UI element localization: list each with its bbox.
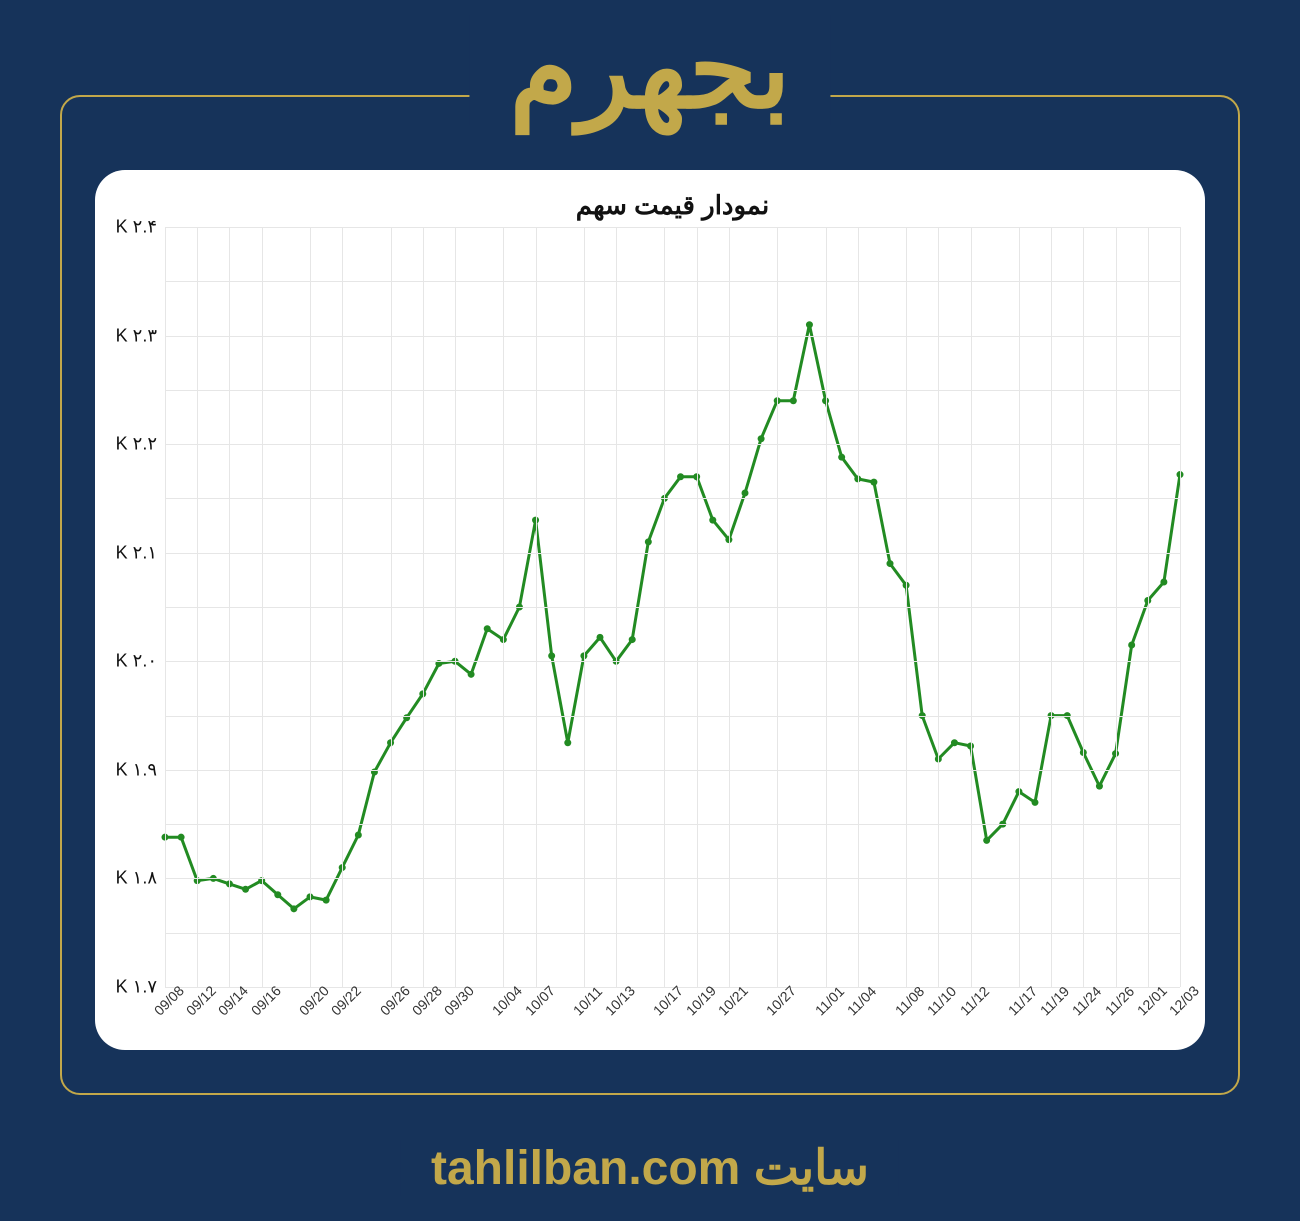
data-point — [838, 454, 845, 461]
gridline-horizontal-minor — [165, 498, 1180, 499]
gridline-horizontal — [165, 553, 1180, 554]
gridline-horizontal-minor — [165, 716, 1180, 717]
data-point — [951, 739, 958, 746]
data-point — [790, 397, 797, 404]
price-line — [165, 325, 1180, 909]
gridline-vertical — [423, 227, 424, 987]
data-point — [290, 905, 297, 912]
x-axis-label: 11/08 — [892, 983, 927, 1018]
page-title: بجهرم — [469, 15, 830, 125]
gridline-vertical — [616, 227, 617, 987]
data-point — [677, 473, 684, 480]
data-point — [178, 834, 185, 841]
gridline-vertical — [1116, 227, 1117, 987]
data-point — [1032, 799, 1039, 806]
y-axis-label: ۲.۱ K — [116, 542, 157, 563]
gridline-horizontal-minor — [165, 607, 1180, 608]
gridline-vertical — [536, 227, 537, 987]
gridline-vertical — [729, 227, 730, 987]
gridline-horizontal-minor — [165, 824, 1180, 825]
data-point — [870, 479, 877, 486]
data-point — [274, 891, 281, 898]
gridline-vertical — [455, 227, 456, 987]
gridline-vertical — [1083, 227, 1084, 987]
x-axis-label: 11/10 — [924, 983, 959, 1018]
data-point — [629, 636, 636, 643]
x-axis-label: 11/17 — [1005, 983, 1040, 1018]
data-point — [742, 490, 749, 497]
y-axis-label: ۲.۰ K — [116, 651, 157, 672]
gridline-vertical — [391, 227, 392, 987]
gridline-vertical — [664, 227, 665, 987]
gridline-vertical — [906, 227, 907, 987]
gridline-vertical — [1148, 227, 1149, 987]
data-point — [645, 538, 652, 545]
y-axis-label: ۲.۴ K — [116, 217, 157, 238]
gridline-vertical — [697, 227, 698, 987]
gridline-horizontal — [165, 770, 1180, 771]
gridline-vertical — [584, 227, 585, 987]
data-point — [548, 652, 555, 659]
gridline-horizontal — [165, 227, 1180, 228]
data-point — [323, 897, 330, 904]
gridline-horizontal — [165, 336, 1180, 337]
data-point — [1128, 642, 1135, 649]
x-axis-label: 10/11 — [570, 983, 605, 1018]
data-point — [564, 739, 571, 746]
y-axis-label: ۲.۳ K — [116, 325, 157, 346]
data-point — [484, 625, 491, 632]
x-axis-label: 11/12 — [956, 983, 991, 1018]
data-point — [468, 671, 475, 678]
y-axis-label: ۲.۲ K — [116, 434, 157, 455]
x-axis-label: 11/01 — [811, 983, 846, 1018]
data-point — [887, 560, 894, 567]
x-axis-label: 11/26 — [1101, 983, 1136, 1018]
gridline-vertical — [503, 227, 504, 987]
gridline-vertical — [1019, 227, 1020, 987]
chart-title: نمودار قیمت سهم — [165, 190, 1180, 221]
data-point — [597, 634, 604, 641]
site-footer: سایت tahlilban.com — [401, 1140, 899, 1196]
data-point — [1096, 783, 1103, 790]
gridline-vertical — [777, 227, 778, 987]
gridline-vertical — [310, 227, 311, 987]
data-point — [709, 517, 716, 524]
y-axis-label: ۱.۷ K — [116, 977, 157, 998]
gridline-vertical — [262, 227, 263, 987]
gridline-horizontal-minor — [165, 933, 1180, 934]
x-axis-label: 11/24 — [1069, 983, 1104, 1018]
data-point — [806, 321, 813, 328]
gridline-vertical — [1051, 227, 1052, 987]
chart-plot-area: ۱.۷ K۱.۸ K۱.۹ K۲.۰ K۲.۱ K۲.۲ K۲.۳ K۲.۴ K… — [165, 227, 1180, 987]
gridline-vertical — [938, 227, 939, 987]
data-point — [1160, 579, 1167, 586]
data-point — [758, 435, 765, 442]
chart-card: نمودار قیمت سهم ۱.۷ K۱.۸ K۱.۹ K۲.۰ K۲.۱ … — [95, 170, 1205, 1050]
data-point — [242, 886, 249, 893]
gridline-vertical — [229, 227, 230, 987]
x-axis-label: 11/19 — [1037, 983, 1072, 1018]
data-point — [983, 837, 990, 844]
gridline-horizontal — [165, 661, 1180, 662]
gridline-vertical — [197, 227, 198, 987]
gridline-horizontal — [165, 878, 1180, 879]
gridline-vertical — [342, 227, 343, 987]
x-axis-label: 11/04 — [844, 983, 879, 1018]
y-axis-label: ۱.۹ K — [116, 759, 157, 780]
data-point — [355, 832, 362, 839]
gridline-horizontal-minor — [165, 281, 1180, 282]
gridline-vertical — [165, 227, 166, 987]
gridline-horizontal — [165, 444, 1180, 445]
gridline-vertical — [858, 227, 859, 987]
y-axis-label: ۱.۸ K — [116, 868, 157, 889]
gridline-vertical — [826, 227, 827, 987]
gridline-horizontal-minor — [165, 390, 1180, 391]
gridline-vertical — [971, 227, 972, 987]
gridline-vertical — [1180, 227, 1181, 987]
